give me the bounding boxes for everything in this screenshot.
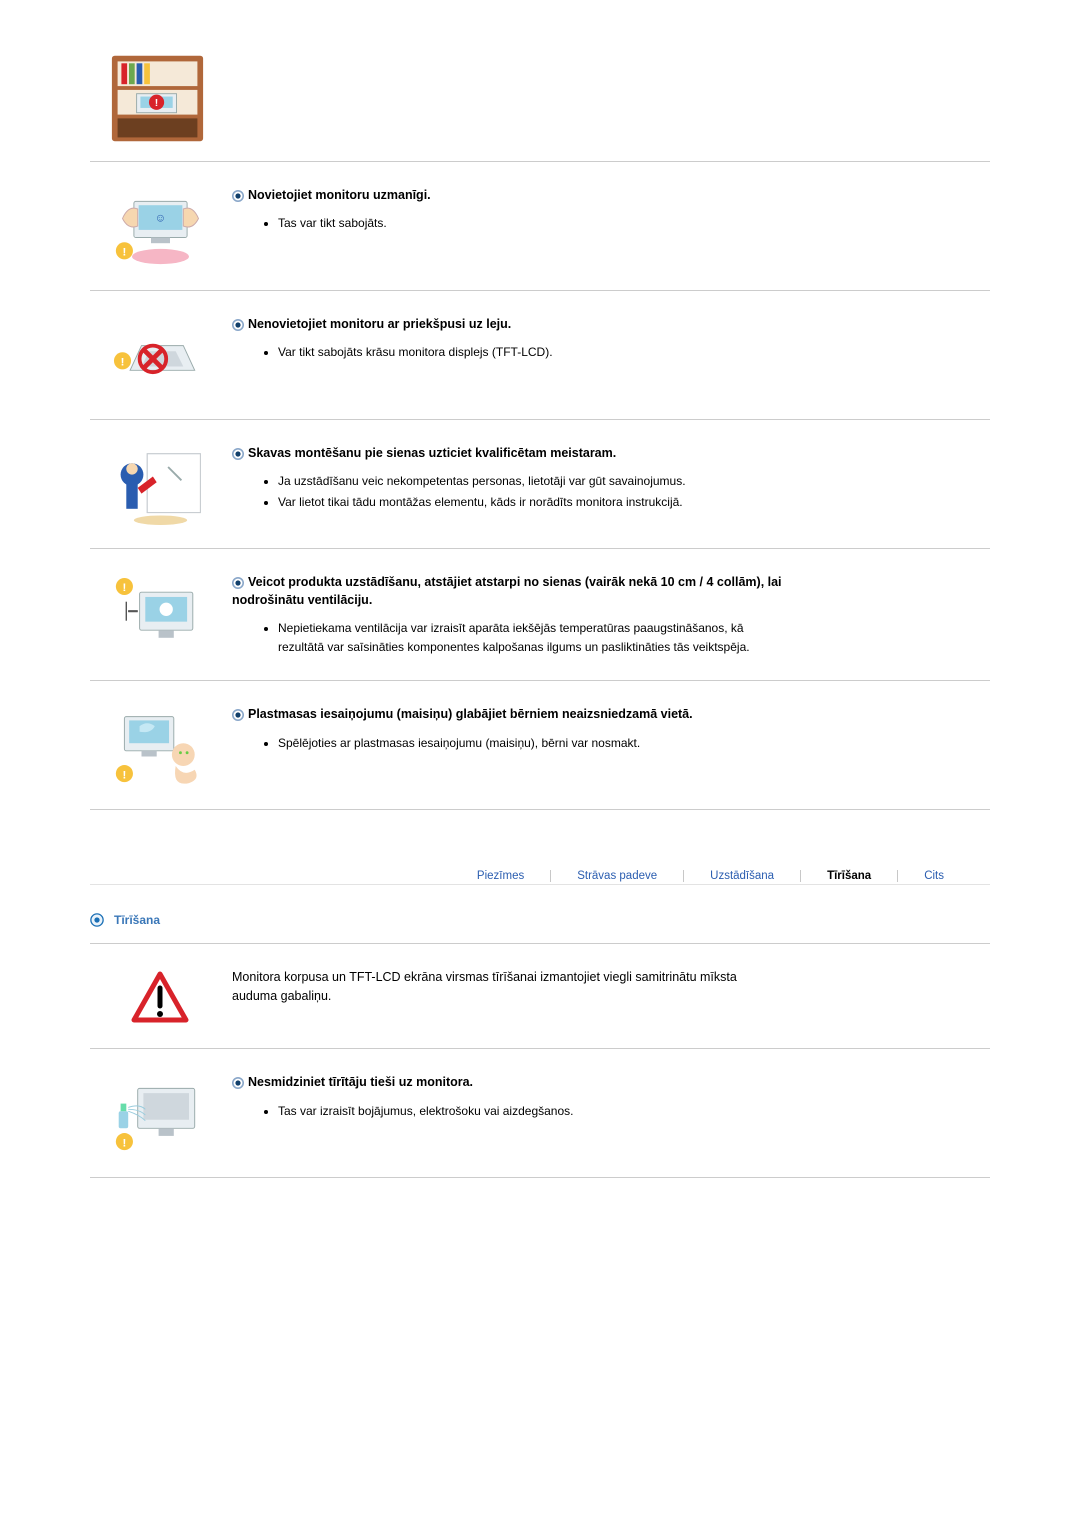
warning-point: Nepietiekama ventilācija var izraisīt ap…	[278, 619, 752, 656]
bullet-icon	[232, 577, 244, 589]
bullet-icon	[232, 1077, 244, 1089]
warning-row: ! Nesmidziniet tīrītāju tieši uz monitor…	[90, 1065, 990, 1161]
info-text: Monitora korpusa un TFT-LCD ekrāna virsm…	[232, 968, 752, 1006]
tab-cleaning[interactable]: Tīrīšana	[801, 870, 898, 882]
warning-points: Ja uzstādīšanu veic nekompetentas person…	[232, 472, 752, 511]
section-tabs: Piezīmes Strāvas padeve Uzstādīšana Tīrī…	[90, 870, 990, 885]
heading-text: Veicot produkta uzstādīšanu, atstājiet a…	[232, 575, 782, 607]
heading-text: Plastmasas iesaiņojumu (maisiņu) glabāji…	[248, 707, 693, 721]
warning-row: ! Veicot produkta uzstādīšanu, atstājiet…	[90, 565, 990, 664]
svg-text:!: !	[122, 770, 126, 782]
warning-heading: Nesmidziniet tīrītāju tieši uz monitora.	[232, 1073, 792, 1091]
svg-text:!: !	[122, 582, 126, 594]
row-illustration: !	[110, 313, 210, 397]
row-illustration	[110, 966, 210, 1026]
warning-heading: Skavas montēšanu pie sienas uzticiet kva…	[232, 444, 792, 462]
section-heading: Tīrīšana	[90, 913, 990, 927]
row-illustration: !	[110, 1071, 210, 1155]
warning-point: Tas var izraisīt bojājumus, elektrošoku …	[278, 1102, 752, 1121]
warning-row: ☺ ! Novietojiet monitoru uzmanīgi. Tas v…	[90, 178, 990, 274]
warning-point: Var lietot tikai tādu montāžas elementu,…	[278, 493, 752, 512]
separator	[90, 548, 990, 549]
svg-text:☺: ☺	[154, 212, 166, 224]
warning-points: Tas var tikt sabojāts.	[232, 214, 752, 233]
section-dot-icon	[90, 913, 104, 927]
bullet-icon	[232, 448, 244, 460]
heading-text: Novietojiet monitoru uzmanīgi.	[248, 188, 431, 202]
separator	[90, 809, 990, 810]
row-illustration: !	[110, 703, 210, 787]
warning-heading: Veicot produkta uzstādīšanu, atstājiet a…	[232, 573, 792, 609]
row-illustration: ☺ !	[110, 184, 210, 268]
warning-points: Var tikt sabojāts krāsu monitora displej…	[232, 343, 752, 362]
heading-text: Skavas montēšanu pie sienas uzticiet kva…	[248, 446, 616, 460]
separator	[90, 1048, 990, 1049]
bullet-icon	[232, 709, 244, 721]
warning-row: ! Plastmasas iesaiņojumu (maisiņu) glabā…	[90, 697, 990, 793]
row-illustration	[110, 442, 210, 526]
svg-text:!: !	[120, 357, 124, 369]
svg-text:!: !	[122, 1138, 126, 1150]
heading-text: Nesmidziniet tīrītāju tieši uz monitora.	[248, 1075, 473, 1089]
separator	[90, 290, 990, 291]
warning-point: Spēlējoties ar plastmasas iesaiņojumu (m…	[278, 734, 752, 753]
warning-heading: Plastmasas iesaiņojumu (maisiņu) glabāji…	[232, 705, 792, 723]
warning-row: Skavas montēšanu pie sienas uzticiet kva…	[90, 436, 990, 532]
svg-text:!: !	[155, 98, 158, 109]
warning-point: Ja uzstādīšanu veic nekompetentas person…	[278, 472, 752, 491]
section-label-text: Tīrīšana	[114, 913, 160, 927]
warning-points: Spēlējoties ar plastmasas iesaiņojumu (m…	[232, 734, 752, 753]
warning-point: Var tikt sabojāts krāsu monitora displej…	[278, 343, 752, 362]
warning-heading: Novietojiet monitoru uzmanīgi.	[232, 186, 792, 204]
separator	[90, 419, 990, 420]
row-illustration: !	[110, 571, 210, 655]
heading-text: Nenovietojiet monitoru ar priekšpusi uz …	[248, 317, 511, 331]
tab-power[interactable]: Strāvas padeve	[551, 870, 684, 882]
warning-point: Tas var tikt sabojāts.	[278, 214, 752, 233]
warning-heading: Nenovietojiet monitoru ar priekšpusi uz …	[232, 315, 792, 333]
tab-installation[interactable]: Uzstādīšana	[684, 870, 801, 882]
bullet-icon	[232, 190, 244, 202]
warning-row: ! Nenovietojiet monitoru ar priekšpusi u…	[90, 307, 990, 403]
tab-other[interactable]: Cits	[898, 870, 970, 882]
separator	[90, 943, 990, 944]
tab-notes[interactable]: Piezīmes	[451, 870, 551, 882]
separator	[90, 680, 990, 681]
warning-points: Tas var izraisīt bojājumus, elektrošoku …	[232, 1102, 752, 1121]
shelf-illustration: !	[110, 50, 205, 145]
bullet-icon	[232, 319, 244, 331]
info-row: Monitora korpusa un TFT-LCD ekrāna virsm…	[90, 960, 990, 1032]
warning-points: Nepietiekama ventilācija var izraisīt ap…	[232, 619, 752, 656]
separator	[90, 1177, 990, 1178]
separator	[90, 161, 990, 162]
svg-text:!: !	[122, 247, 126, 259]
